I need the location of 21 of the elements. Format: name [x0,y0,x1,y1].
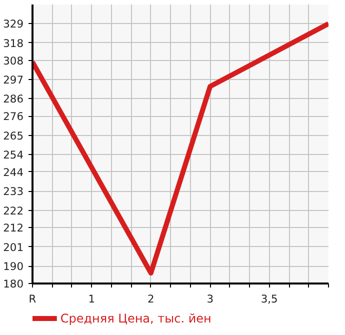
y-tick-label: 201 [3,240,24,254]
y-tick-label: 254 [3,148,24,162]
y-tick-label: 318 [3,36,24,50]
y-tick-label: 286 [3,92,24,106]
y-tick-label: 233 [3,185,24,198]
y-tick-label: 276 [3,110,24,124]
y-tick-label: 244 [3,166,24,179]
x-tick-label: 3,5 [260,292,278,306]
y-tick-label: 329 [3,18,24,31]
y-tick-label: 180 [3,278,24,290]
y-tick-label: 222 [3,204,24,218]
y-tick-label: 265 [3,129,24,142]
y-tick-label: 190 [3,260,24,274]
x-tick-label: R [28,292,37,306]
y-tick-label: 308 [3,54,24,68]
x-tick-label: 3 [206,292,214,306]
legend-label: Средняя Цена, тыс. йен [60,312,212,326]
x-tick-label: 2 [148,292,154,306]
x-tick-label: 1 [88,292,96,306]
y-tick-label: 212 [3,222,24,235]
y-tick-label: 297 [3,73,24,86]
